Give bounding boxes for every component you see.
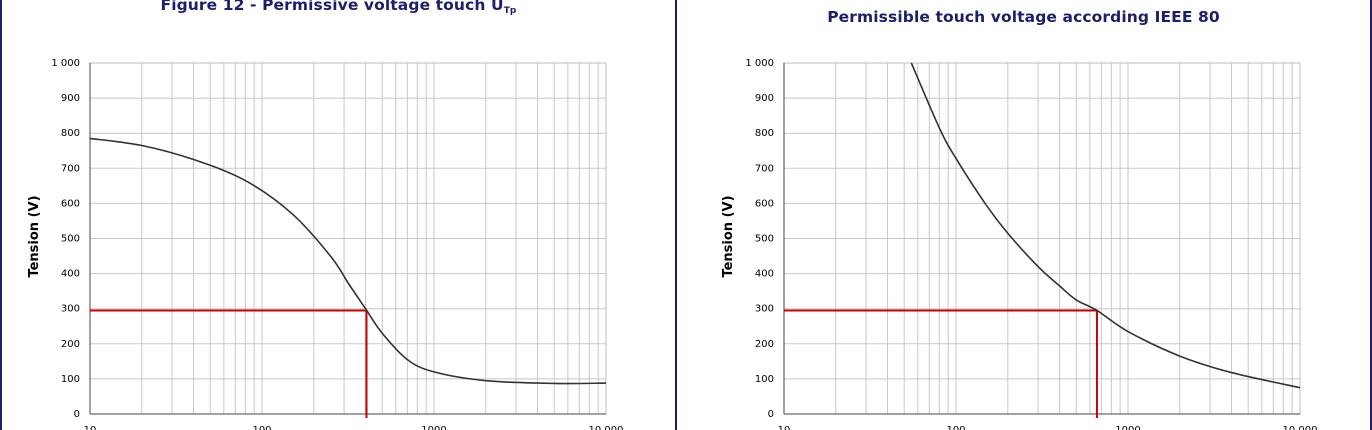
y-tick-label: 400 xyxy=(755,269,774,280)
y-tick-label: 100 xyxy=(61,374,80,385)
x-tick-label: 10 xyxy=(84,425,97,430)
line-chart-left: 0 100 200 300 400 500 600 700 800 900 1 000 10 100 10… xyxy=(27,58,624,430)
line-chart-right: 0 100 200 300 400 500 600 700 800 900 1 000 10 100 10… xyxy=(721,58,1318,430)
y-tick-label: 400 xyxy=(61,269,80,280)
y-axis-label: Tension (V) xyxy=(27,195,42,277)
y-tick-label: 200 xyxy=(61,339,80,350)
x-tick-label: 10 xyxy=(778,425,791,430)
y-tick-label: 100 xyxy=(755,374,774,385)
chart-title: Figure 12 - Permissive voltage touch UTp xyxy=(160,0,517,16)
y-tick-label: 300 xyxy=(61,304,80,315)
y-tick-label: 600 xyxy=(61,198,80,209)
chart-title: Permissible touch voltage according IEEE… xyxy=(827,8,1220,26)
y-tick-label: 500 xyxy=(755,234,774,245)
y-tick-label: 0 xyxy=(74,409,80,420)
y-tick-label: 1 000 xyxy=(51,58,80,69)
y-tick-label: 500 xyxy=(61,234,80,245)
y-tick-label: 700 xyxy=(755,163,774,174)
y-tick-label: 800 xyxy=(755,128,774,139)
y-tick-label: 0 xyxy=(768,409,774,420)
chart-panel-left: Figure 12 - Permissive voltage touch UTp… xyxy=(0,0,677,430)
x-tick-label: 10 000 xyxy=(589,425,624,430)
y-tick-label: 200 xyxy=(755,339,774,350)
y-tick-label: 800 xyxy=(61,128,80,139)
y-tick-label: 1 000 xyxy=(745,58,774,69)
x-tick-label: 10 000 xyxy=(1283,425,1318,430)
y-axis-label: Tension (V) xyxy=(721,195,736,277)
y-tick-label: 700 xyxy=(61,163,80,174)
series-line xyxy=(89,137,607,385)
y-tick-label: 900 xyxy=(61,93,80,104)
y-tick-label: 300 xyxy=(755,304,774,315)
series-line xyxy=(910,62,1301,389)
x-tick-label: 100 xyxy=(252,425,271,430)
x-tick-label: 100 xyxy=(946,425,965,430)
chart-panel-right: Permissible touch voltage according IEEE… xyxy=(677,0,1372,430)
y-tick-label: 900 xyxy=(755,93,774,104)
y-tick-label: 600 xyxy=(755,198,774,209)
